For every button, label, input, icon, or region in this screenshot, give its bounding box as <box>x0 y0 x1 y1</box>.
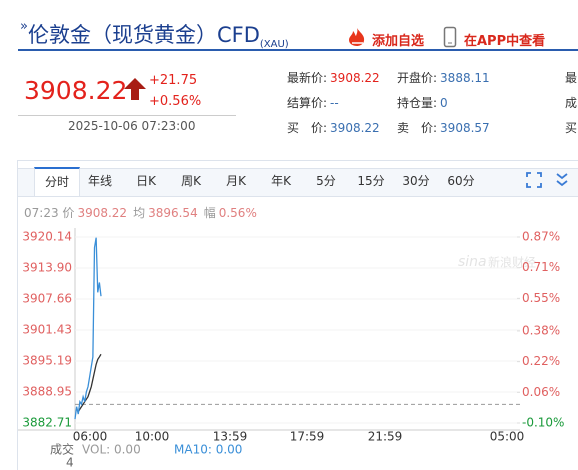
field-label: 持仓量: <box>397 96 438 110</box>
view-in-app[interactable]: 在APP中查看 <box>464 34 546 49</box>
y2-tick-label: 0.87% <box>522 230 560 244</box>
add-watchlist[interactable]: 添加自选 <box>372 34 425 49</box>
x-tick-label: 13:59 <box>213 430 248 444</box>
tab-bar <box>18 168 578 197</box>
field-label: 最新价: <box>287 71 328 85</box>
volume-label: 成交 <box>50 442 74 457</box>
tab[interactable]: 年线 <box>87 174 112 188</box>
title-text: 伦敦金（现货黄金）CFD <box>27 23 260 47</box>
phone-icon <box>443 26 457 48</box>
change-pct: +0.56% <box>149 94 202 109</box>
change: +21.75 <box>149 73 198 88</box>
quote-time: 2025-10-06 07:23:00 <box>68 119 196 133</box>
y-tick-label: 3895.19 <box>22 353 72 367</box>
price: 3908.22 <box>24 76 128 105</box>
y-tick-label: 3920.14 <box>22 230 72 244</box>
title-prefix: » <box>20 19 28 34</box>
field-value: 3888.11 <box>440 71 490 85</box>
field-label: 开盘价: <box>397 71 438 85</box>
y-tick-label: 3907.66 <box>22 292 72 306</box>
field-value: 0 <box>440 96 448 110</box>
tab[interactable]: 年K <box>271 174 291 188</box>
watermark: 新浪财经 <box>488 255 536 270</box>
title: »伦敦金（现货黄金）CFD(XAU) <box>20 19 289 50</box>
code: (XAU) <box>259 39 289 51</box>
y2-tick-label: 0.38% <box>522 323 560 337</box>
y2-tick-label: 0.55% <box>522 291 560 305</box>
ma10: MA10: 0.00 <box>174 443 242 457</box>
field-label: 最 <box>565 71 578 85</box>
info-value: 3908.22 <box>77 206 128 220</box>
vol: VOL: 0.00 <box>82 443 141 457</box>
tab[interactable]: 15分 <box>357 174 385 188</box>
watermark: sina <box>458 254 487 270</box>
up-arrow <box>124 78 146 100</box>
y-tick-label: 3901.43 <box>22 322 72 336</box>
x-tick-label: 10:00 <box>135 430 170 444</box>
x-tick-label: 21:59 <box>368 430 403 444</box>
info-label: 均 <box>133 206 146 220</box>
x-tick-label: 05:00 <box>490 430 525 444</box>
field-value: -- <box>330 96 339 110</box>
x-tick-label: 17:59 <box>290 430 325 444</box>
title-rule <box>18 49 578 51</box>
avg-line <box>77 353 102 412</box>
field-label: 结算价: <box>287 96 328 110</box>
y2-tick-label: -0.10% <box>522 416 564 430</box>
quote-field: 开盘价: 3888.11 <box>397 69 490 86</box>
quote-field: 买 <box>565 119 577 136</box>
quote-field: 持仓量: 0 <box>397 94 448 111</box>
info-value: 0.56% <box>218 206 257 220</box>
quote-field: 结算价: -- <box>287 94 339 111</box>
tab[interactable]: 30分 <box>402 174 430 188</box>
field-value: 3908.57 <box>440 121 490 135</box>
price-rule <box>18 115 236 116</box>
field-label: 卖 价: <box>397 121 438 135</box>
field-value: 3908.22 <box>330 121 380 135</box>
chart-panel <box>17 160 578 470</box>
y-tick-label: 3888.95 <box>22 384 72 398</box>
quote-field: 成 <box>565 94 577 111</box>
quote-field: 最 <box>565 69 577 86</box>
field-label: 成 <box>565 96 578 110</box>
quote-field: 买 价: 3908.22 <box>287 119 380 136</box>
tool-icons <box>526 172 568 188</box>
field-label: 买 价: <box>287 121 328 135</box>
y2-tick-label: 0.22% <box>522 354 560 368</box>
quote-field: 卖 价: 3908.57 <box>397 119 490 136</box>
tab[interactable]: 周K <box>181 174 201 188</box>
y-tick-label: 3913.90 <box>22 261 72 275</box>
volume-value: 4 <box>66 456 74 470</box>
flame-icon <box>349 28 365 46</box>
info-time: 07:23 <box>24 206 59 220</box>
info-line: 07:23 价 3908.22 均 3896.54 幅 0.56% <box>24 204 263 221</box>
y2-tick-label: 0.71% <box>522 260 560 274</box>
y-tick-label: 3882.71 <box>22 416 72 430</box>
field-value: 3908.22 <box>330 71 380 85</box>
x-tick-label: 06:00 <box>73 430 108 444</box>
y2-tick-label: 0.06% <box>522 385 560 399</box>
tab[interactable]: 分时 <box>34 167 80 196</box>
quote-field: 最新价: 3908.22 <box>287 69 380 86</box>
info-label: 价 <box>62 206 75 220</box>
price-line <box>74 237 102 420</box>
tab[interactable]: 月K <box>226 174 246 188</box>
tab[interactable]: 60分 <box>447 174 475 188</box>
info-value: 3896.54 <box>148 206 198 220</box>
tab[interactable]: 日K <box>136 174 156 188</box>
tab[interactable]: 5分 <box>316 174 336 188</box>
field-label: 买 <box>565 121 578 135</box>
info-label: 幅 <box>203 206 216 220</box>
